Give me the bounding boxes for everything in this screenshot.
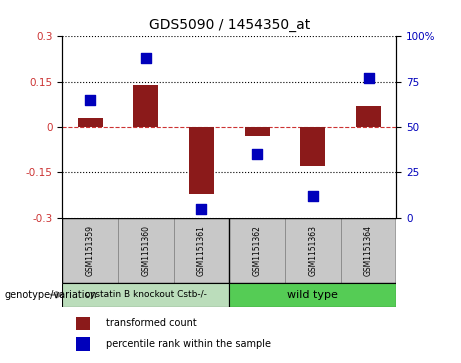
Point [198, 206, 205, 212]
Point [365, 75, 372, 81]
Text: genotype/variation: genotype/variation [5, 290, 97, 300]
Text: GSM1151363: GSM1151363 [308, 225, 318, 276]
Text: percentile rank within the sample: percentile rank within the sample [106, 339, 271, 349]
FancyBboxPatch shape [229, 218, 285, 283]
Bar [77, 118, 103, 127]
Bar [301, 127, 325, 166]
Point [86, 97, 94, 103]
FancyBboxPatch shape [285, 218, 341, 283]
FancyBboxPatch shape [341, 218, 396, 283]
Text: GSM1151360: GSM1151360 [141, 225, 150, 276]
FancyBboxPatch shape [62, 283, 229, 307]
FancyBboxPatch shape [174, 218, 229, 283]
Text: GSM1151364: GSM1151364 [364, 225, 373, 276]
FancyBboxPatch shape [118, 218, 174, 283]
Bar [356, 106, 381, 127]
Bar [245, 127, 270, 136]
Text: transformed count: transformed count [106, 318, 196, 328]
Text: GSM1151361: GSM1151361 [197, 225, 206, 276]
Bar [76, 317, 90, 330]
Text: GSM1151359: GSM1151359 [86, 225, 95, 276]
Bar [76, 338, 90, 351]
FancyBboxPatch shape [229, 283, 396, 307]
Point [254, 151, 261, 157]
Bar [133, 85, 158, 127]
Point [309, 193, 317, 199]
Text: GSM1151362: GSM1151362 [253, 225, 262, 276]
Text: wild type: wild type [288, 290, 338, 300]
Text: cystatin B knockout Cstb-/-: cystatin B knockout Cstb-/- [85, 290, 207, 299]
FancyBboxPatch shape [62, 218, 118, 283]
Point [142, 55, 149, 61]
Title: GDS5090 / 1454350_at: GDS5090 / 1454350_at [149, 19, 310, 33]
Bar [189, 127, 214, 193]
